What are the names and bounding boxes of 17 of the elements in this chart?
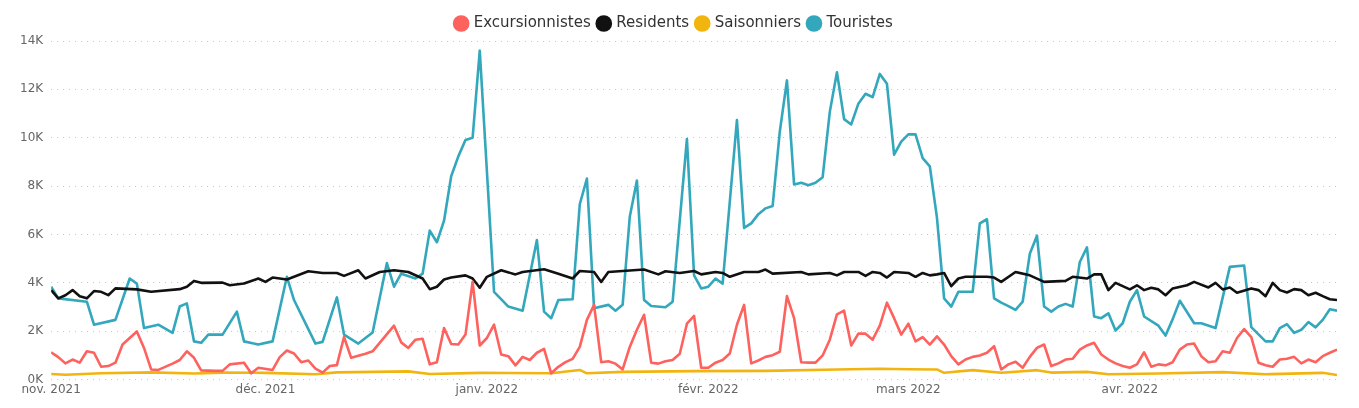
x-tick-label: déc. 2021: [235, 381, 296, 396]
x-tick-label: févr. 2022: [678, 381, 739, 396]
legend-label: Residents: [616, 13, 690, 32]
legend-label: Excursionnistes: [473, 13, 591, 32]
legend-label: Touristes: [825, 13, 894, 32]
x-tick-label: janv. 2022: [454, 381, 519, 396]
legend-label: Saisonniers: [714, 13, 802, 32]
y-tick-label: 12K: [20, 81, 45, 96]
y-tick-label: 2K: [27, 323, 45, 338]
x-tick-label: avr. 2022: [1101, 381, 1159, 396]
y-tick-label: 10K: [20, 129, 45, 144]
y-tick-label: 14K: [20, 33, 45, 48]
y-tick-label: 0K: [27, 371, 45, 386]
y-tick-label: 8K: [27, 178, 45, 193]
x-tick-label: mars 2022: [876, 381, 941, 396]
y-tick-label: 6K: [27, 226, 45, 241]
y-tick-label: 4K: [27, 274, 45, 289]
